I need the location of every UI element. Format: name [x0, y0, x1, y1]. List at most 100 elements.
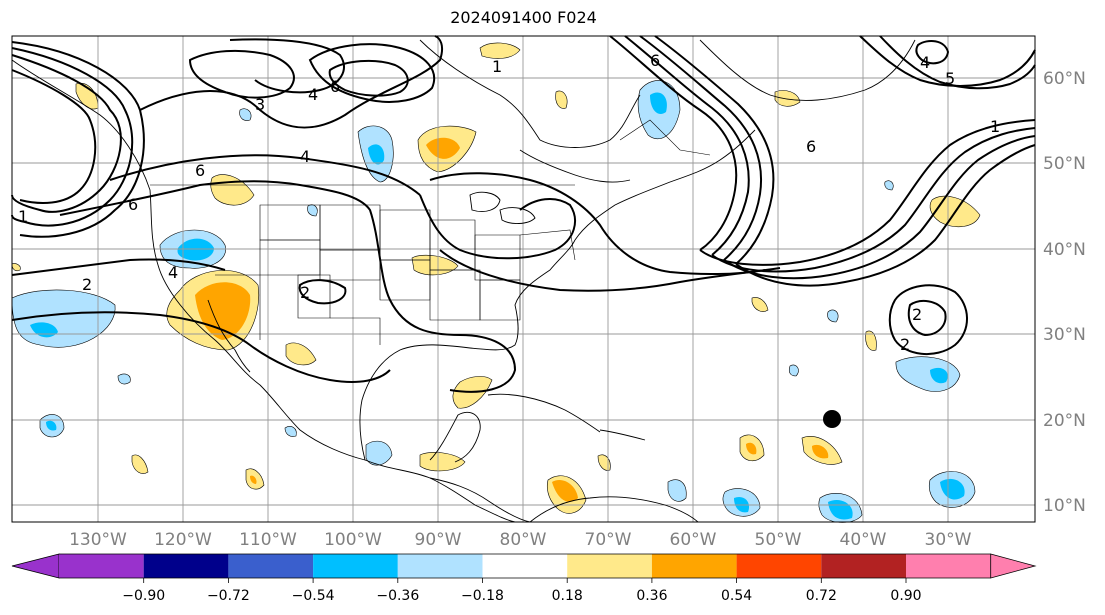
lon-tick-label: 100°W [324, 530, 382, 550]
lon-tick-label: 30°W [925, 530, 972, 550]
anomaly-blob [940, 478, 965, 500]
anomaly-blob [650, 92, 667, 115]
lon-tick-label: 110°W [239, 530, 297, 550]
anomaly-blob [930, 367, 948, 384]
anomaly-blob [239, 108, 252, 121]
contour-label: 6 [330, 77, 340, 96]
anomaly-blob [597, 454, 611, 471]
political-borders [150, 119, 711, 345]
anomaly-blob [746, 442, 757, 455]
anomaly-blob [284, 426, 297, 437]
colorbar-tick-label: 0.36 [636, 588, 667, 604]
contour-label: 2 [912, 305, 922, 324]
contour-label: 5 [945, 69, 955, 88]
colorbar [11, 553, 1037, 583]
longitude-labels: 130°W 120°W 110°W 100°W 90°W 80°W 70°W 6… [69, 530, 972, 550]
contour-label: 2 [82, 275, 92, 294]
colorbar-segment [143, 554, 229, 578]
colorbar-segment [567, 554, 652, 578]
storm-marker [823, 410, 841, 428]
contour-label: 1 [492, 57, 502, 76]
colorbar-segment [482, 554, 568, 578]
contour-label: 1 [990, 117, 1000, 136]
map-title: 2024091400 F024 [450, 8, 597, 27]
anomaly-blob [117, 373, 131, 385]
anomaly-blob [827, 309, 839, 323]
colorbar-tick-label: −0.18 [461, 588, 504, 604]
lat-tick-label: 60°N [1043, 69, 1086, 89]
colorbar-tick-label: 0.54 [721, 588, 752, 604]
colorbar-segment [313, 554, 398, 578]
contour-label: 6 [650, 51, 660, 70]
anomaly-blob [131, 454, 149, 474]
anomaly-blob [552, 479, 578, 502]
lat-tick-label: 40°N [1043, 240, 1086, 260]
anomaly-blob [884, 180, 894, 191]
lon-tick-label: 60°W [670, 530, 717, 550]
colorbar-segment [397, 554, 483, 578]
anomaly-blob [419, 452, 466, 472]
anomaly-blob [865, 330, 877, 351]
anomaly-blob [250, 475, 257, 484]
map-background [12, 36, 1035, 522]
contour-label: 6 [128, 195, 138, 214]
contour-label: 1 [18, 207, 28, 226]
colorbar-segment [651, 554, 737, 578]
lat-tick-label: 50°N [1043, 154, 1086, 174]
latitude-labels: 60°N 50°N 40°N 30°N 20°N 10°N [1043, 69, 1086, 516]
anomaly-blob [426, 137, 460, 159]
lon-tick-label: 130°W [69, 530, 127, 550]
anomaly-blob [365, 440, 393, 466]
colorbar-tick-labels: −0.90 −0.72 −0.54 −0.36 −0.18 0.18 0.36 … [122, 588, 921, 604]
anomaly-blob [11, 263, 21, 272]
colorbar-tick-label: 0.90 [890, 588, 921, 604]
contour-label: 2 [300, 283, 310, 302]
anomaly-blob [751, 297, 769, 312]
lon-tick-label: 80°W [500, 530, 547, 550]
colorbar-segment [59, 554, 144, 578]
colorbar-extend-low [11, 553, 60, 579]
colorbar-tick-label: 0.72 [806, 588, 837, 604]
coastlines [11, 39, 916, 523]
lon-tick-label: 40°W [840, 530, 887, 550]
colorbar-segment [228, 554, 314, 578]
contour-labels: 4 3 4 6 6 2 1 4 6 2 1 6 6 5 4 1 2 2 [18, 51, 1000, 354]
colorbar-segment [736, 554, 822, 578]
anomaly-blob [177, 238, 214, 261]
anomaly-blob [667, 479, 687, 502]
colorbar-tick-label: −0.54 [292, 588, 335, 604]
colorbar-segment [821, 554, 906, 578]
lat-tick-label: 30°N [1043, 325, 1086, 345]
contour-label: 4 [920, 53, 930, 72]
colorbar-tick-label: 0.18 [552, 588, 583, 604]
colorbar-segment [906, 554, 991, 578]
contour-label: 2 [900, 335, 910, 354]
anomaly-blob [46, 420, 57, 431]
lon-tick-label: 90°W [415, 530, 462, 550]
contour-label: 4 [168, 263, 178, 282]
anomaly-blob [555, 90, 568, 109]
anomaly-blob [368, 144, 385, 165]
lon-tick-label: 70°W [585, 530, 632, 550]
anomaly-blob [774, 90, 801, 107]
contour-label: 4 [300, 147, 310, 166]
anomaly-blob [812, 444, 829, 459]
contour-label: 3 [255, 95, 265, 114]
colorbar-tick-label: −0.36 [376, 588, 419, 604]
contour-label: 4 [308, 85, 318, 104]
contour-lines [11, 35, 1036, 393]
contour-label: 6 [195, 161, 205, 180]
lon-tick-label: 50°W [755, 530, 802, 550]
colorbar-tick-label: −0.72 [207, 588, 250, 604]
anomaly-blob [479, 42, 521, 59]
anomaly-blob [285, 342, 317, 366]
lat-tick-label: 20°N [1043, 411, 1086, 431]
lat-tick-label: 10°N [1043, 496, 1086, 516]
map-frame [11, 35, 1036, 523]
colorbar-tick-label: −0.90 [122, 588, 165, 604]
lon-tick-label: 120°W [154, 530, 212, 550]
contour-label: 6 [806, 137, 816, 156]
colorbar-extend-high [990, 553, 1037, 579]
anomaly-blob [788, 364, 799, 377]
